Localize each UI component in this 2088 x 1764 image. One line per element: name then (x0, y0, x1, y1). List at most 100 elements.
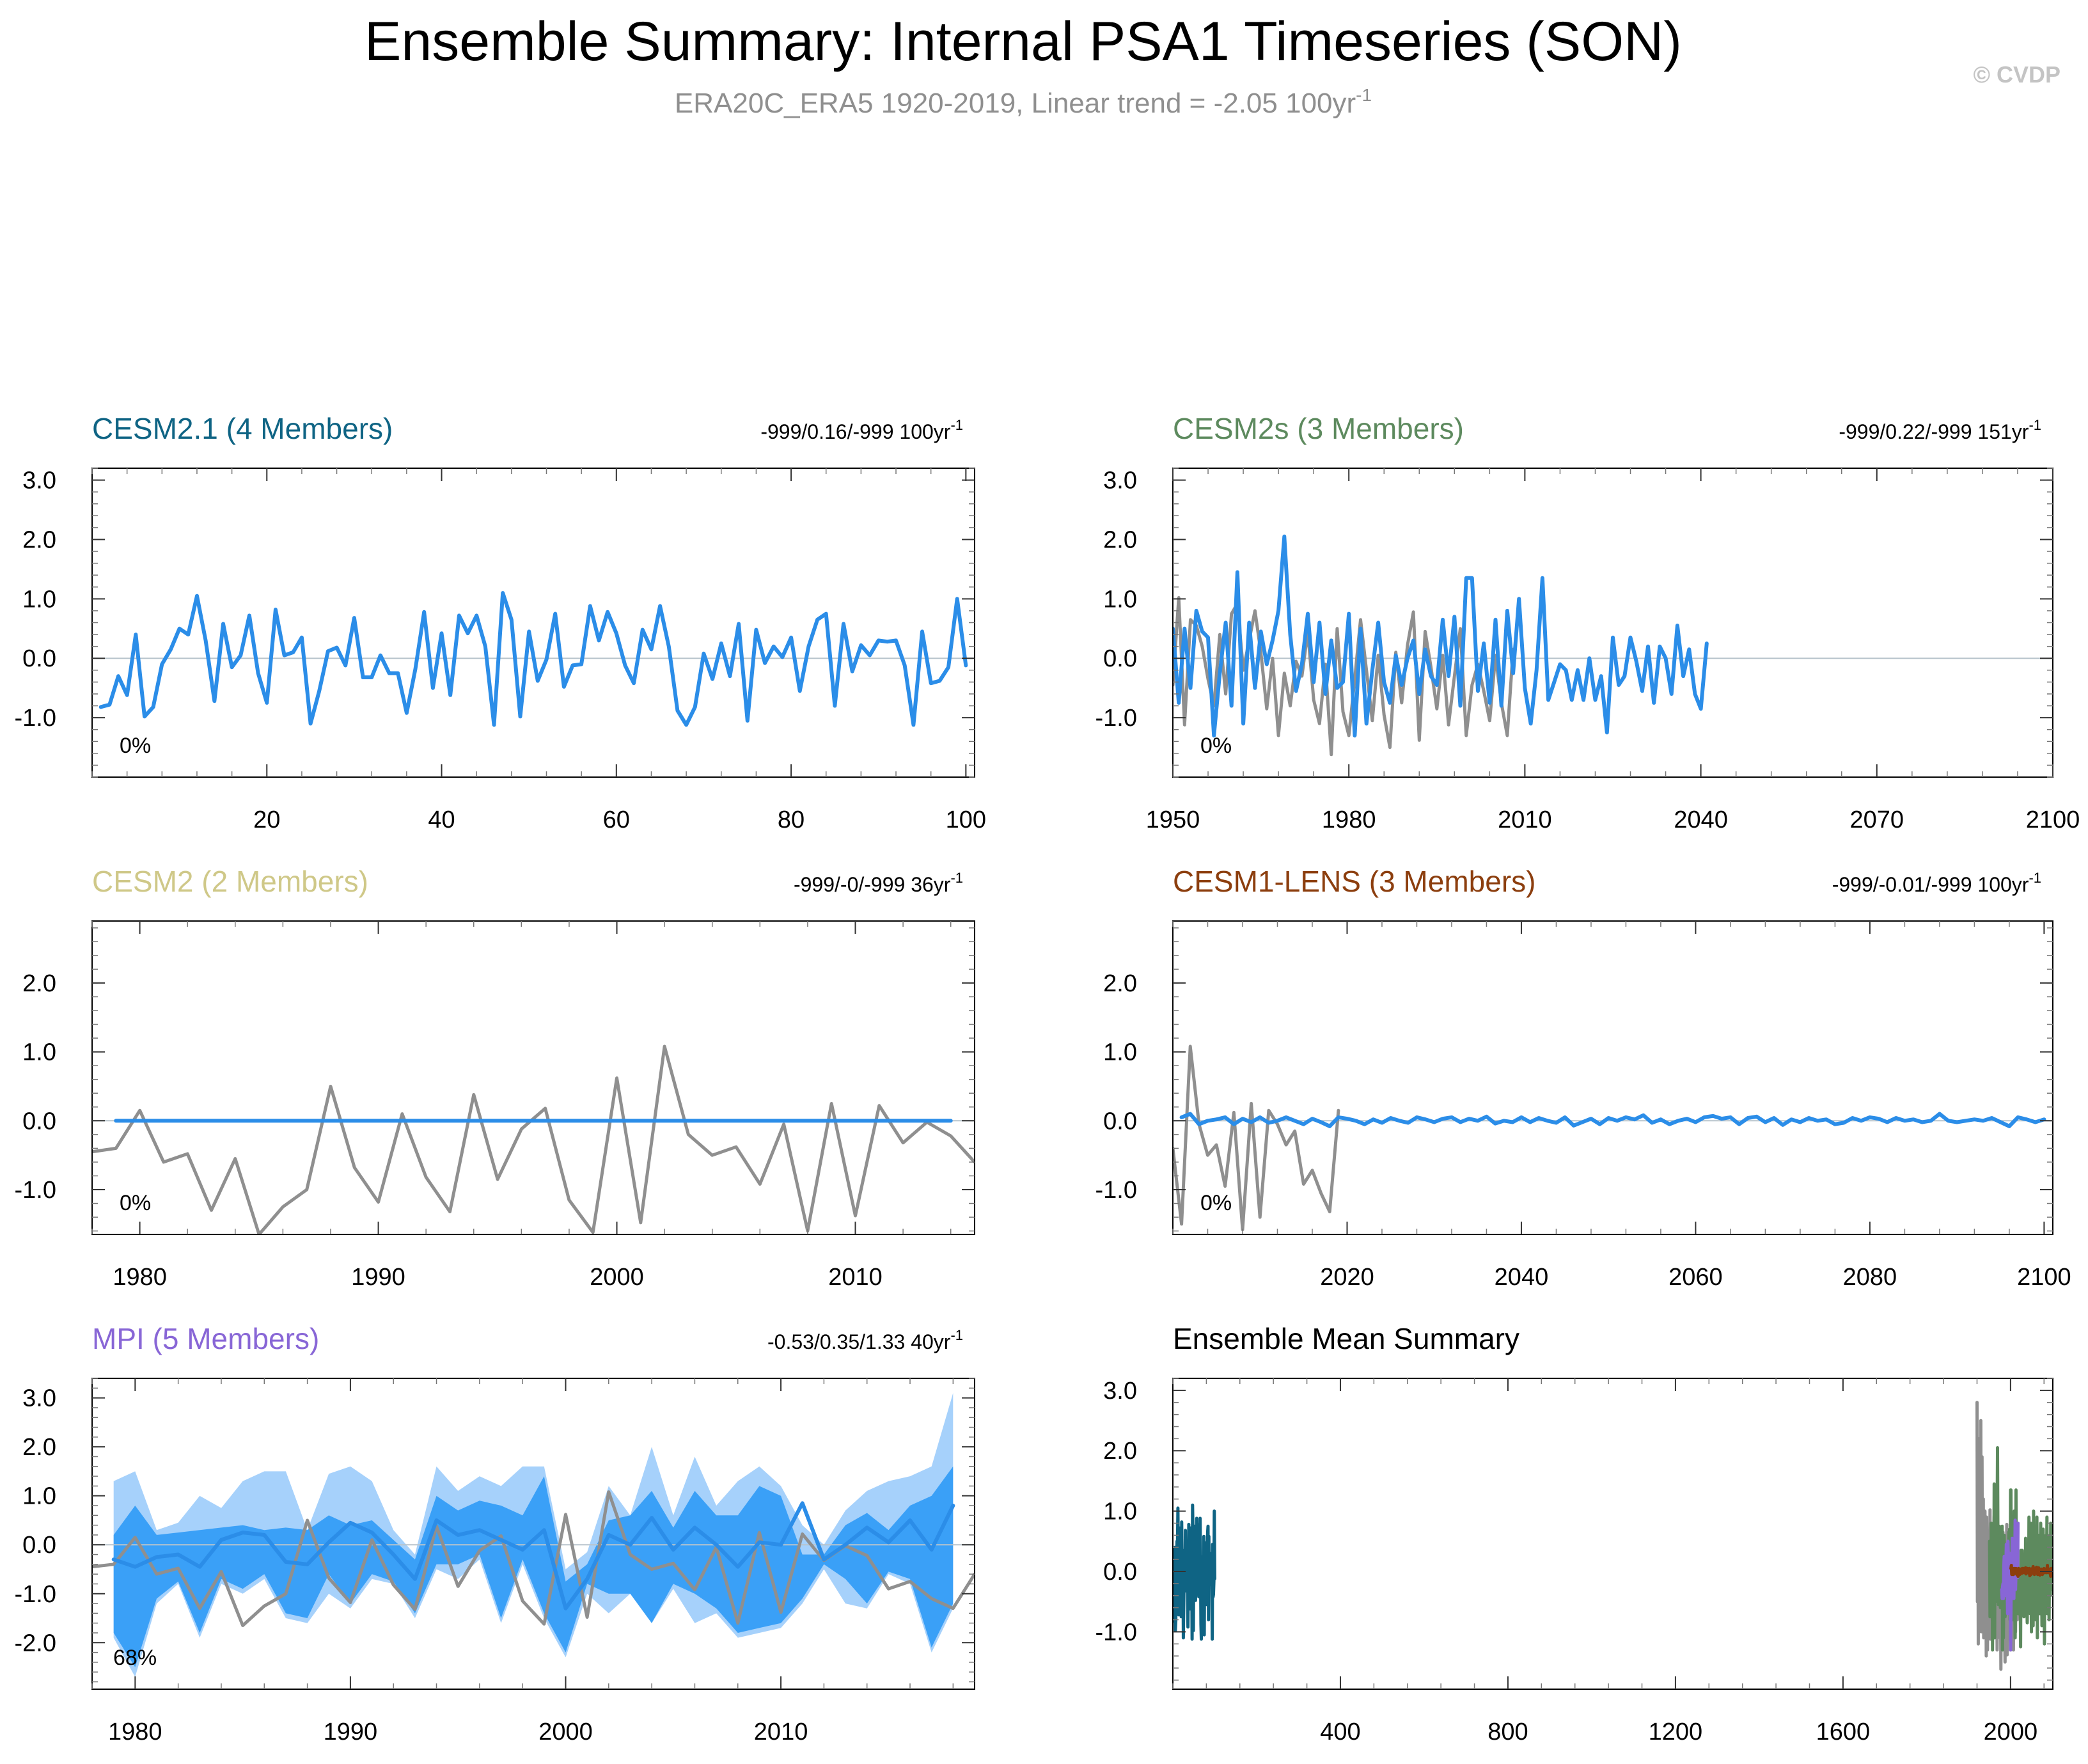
x-tick-label: 2100 (2017, 1264, 2071, 1291)
x-tick-label: 80 (778, 807, 805, 833)
y-tick-label: 2.0 (22, 526, 56, 553)
x-tick-label: 2040 (1674, 807, 1728, 833)
model-series-line (1179, 1112, 2046, 1128)
x-tick-label: 20 (253, 807, 280, 833)
percent-label: 0% (120, 734, 151, 758)
watermark: © CVDP (1973, 61, 2061, 88)
y-tick-label: 0.0 (1103, 645, 1137, 672)
trend-sup: -1 (2029, 870, 2041, 886)
panel-cesm21: 20 40 60 80 100 3.0 2.0 1.0 0.0 -1.0 CESM2.1 (4 Me… (15, 412, 987, 833)
y-tick-label: 1.0 (1103, 1039, 1137, 1066)
plot-frame (1172, 920, 2053, 1235)
y-tick-label: -1.0 (1095, 1619, 1137, 1646)
y-tick-label: -1.0 (1095, 705, 1137, 732)
x-tick-label: 1980 (1322, 807, 1376, 833)
x-tick-label: 2040 (1495, 1264, 1549, 1291)
x-tick-label: 100 (946, 807, 986, 833)
plot-area (1173, 534, 2053, 757)
trend-text: -999/-0/-999 36yr (794, 873, 951, 896)
model-series-line (1988, 1446, 2053, 1652)
x-tick-label: 60 (603, 807, 630, 833)
panel-cesm1: 2020 2040 2060 2080 2100 2.0 1.0 0.0 -1.0 CESM1-L… (1095, 865, 2071, 1291)
plot-area (1173, 1401, 2053, 1671)
x-tick-label: 800 (1488, 1719, 1528, 1745)
x-tick-label: 1600 (1816, 1719, 1871, 1745)
panel-title: MPI (5 Members) (92, 1322, 319, 1355)
x-tick-label: 40 (428, 807, 455, 833)
y-tick-label: -1.0 (15, 1581, 56, 1608)
panel-title: CESM2s (3 Members) (1173, 412, 1464, 445)
y-tick-label: -1.0 (15, 705, 56, 732)
model-series-line (111, 1501, 955, 1610)
y-tick-label: 3.0 (1103, 1378, 1137, 1405)
model-series-line (1173, 1503, 1216, 1641)
x-tick-label: 1990 (351, 1264, 405, 1291)
trend-annotation: -999/-0/-999 36yr-1 (794, 870, 963, 896)
plot-area (92, 1044, 975, 1234)
figure-subtitle-sup: -1 (1356, 85, 1372, 105)
y-tick-label: 1.0 (22, 1039, 56, 1066)
plot-area (1173, 1044, 2053, 1231)
panel-summary: 400 800 1200 1600 2000 3.0 2.0 1.0 0.0 -1.0 Ensemb… (1095, 1322, 2053, 1745)
plot-area (92, 1393, 975, 1677)
obs-series-line (1173, 1044, 1340, 1231)
y-tick-label: -1.0 (1095, 1177, 1137, 1204)
panel-cesm2: 1980 1990 2000 2010 2.0 1.0 0.0 -1.0 CESM2 (2 Me… (15, 865, 975, 1291)
y-tick-label: 2.0 (1103, 970, 1137, 997)
x-tick-label: 2010 (1498, 807, 1552, 833)
y-tick-label: 3.0 (22, 1385, 56, 1412)
trend-text: -999/-0.01/-999 100yr (1832, 873, 2029, 896)
x-tick-label: 1950 (1146, 807, 1200, 833)
y-tick-label: -1.0 (15, 1177, 56, 1204)
y-tick-label: 0.0 (1103, 1559, 1137, 1586)
trend-sup: -1 (950, 417, 963, 433)
trend-annotation: -999/-0.01/-999 100yr-1 (1832, 870, 2041, 896)
trend-sup: -1 (950, 1327, 963, 1343)
plot-area (92, 591, 975, 727)
y-tick-label: 1.0 (22, 586, 56, 613)
trend-sup: -1 (2029, 417, 2041, 433)
x-tick-label: 2000 (590, 1264, 644, 1291)
y-tick-label: 0.0 (1103, 1108, 1137, 1135)
y-tick-label: 1.0 (22, 1483, 56, 1510)
trend-annotation: -999/0.22/-999 151yr-1 (1839, 417, 2041, 443)
percent-label: 0% (1200, 734, 1232, 758)
panel-mpi: 1980 1990 2000 2010 3.0 2.0 1.0 0.0 -1.0 -2.0 MPI … (15, 1322, 975, 1745)
trend-annotation: -0.53/0.35/1.33 40yr-1 (767, 1327, 963, 1353)
x-tick-label: 1980 (108, 1719, 162, 1745)
obs-series-line (92, 1044, 975, 1234)
y-tick-label: 2.0 (22, 970, 56, 997)
panel-title: CESM2.1 (4 Members) (92, 412, 393, 445)
plot-frame (1172, 1378, 2053, 1690)
x-tick-label: 2000 (1984, 1719, 2038, 1745)
panel-title: Ensemble Mean Summary (1173, 1322, 1519, 1355)
model-series-line (98, 591, 968, 727)
plot-frame (91, 920, 975, 1235)
y-tick-label: 3.0 (1103, 468, 1137, 494)
panel-title: CESM1-LENS (3 Members) (1173, 865, 1535, 898)
y-tick-label: 0.0 (22, 1108, 56, 1135)
y-tick-label: 1.0 (1103, 586, 1137, 613)
model-series-line (1173, 534, 1709, 737)
percent-label: 0% (120, 1191, 151, 1215)
trend-text: -0.53/0.35/1.33 40yr (767, 1330, 951, 1353)
plot-frame (91, 1378, 975, 1690)
y-tick-label: 0.0 (22, 645, 56, 672)
panel-cesm2s: 1950 1980 2010 2040 2070 2100 3.0 2.0 1.0 0.0 -1.0… (1095, 412, 2080, 833)
x-tick-label: 2020 (1320, 1264, 1374, 1291)
x-tick-label: 2010 (754, 1719, 808, 1745)
trend-text: -999/0.16/-999 100yr (760, 420, 950, 443)
band-inner-band (113, 1466, 954, 1667)
percent-label: 68% (113, 1646, 157, 1670)
x-tick-label: 2070 (1850, 807, 1904, 833)
x-tick-label: 1980 (113, 1264, 167, 1291)
trend-text: -999/0.22/-999 151yr (1839, 420, 2029, 443)
percent-label: 0% (1200, 1191, 1232, 1215)
x-tick-label: 2060 (1668, 1264, 1723, 1291)
x-tick-label: 1200 (1649, 1719, 1703, 1745)
y-tick-label: 3.0 (22, 468, 56, 494)
x-tick-label: 2100 (2026, 807, 2080, 833)
trend-sup: -1 (950, 870, 963, 886)
figure-subtitle-text: ERA20C_ERA5 1920-2019, Linear trend = -2… (675, 88, 1356, 119)
y-tick-label: 0.0 (22, 1532, 56, 1559)
